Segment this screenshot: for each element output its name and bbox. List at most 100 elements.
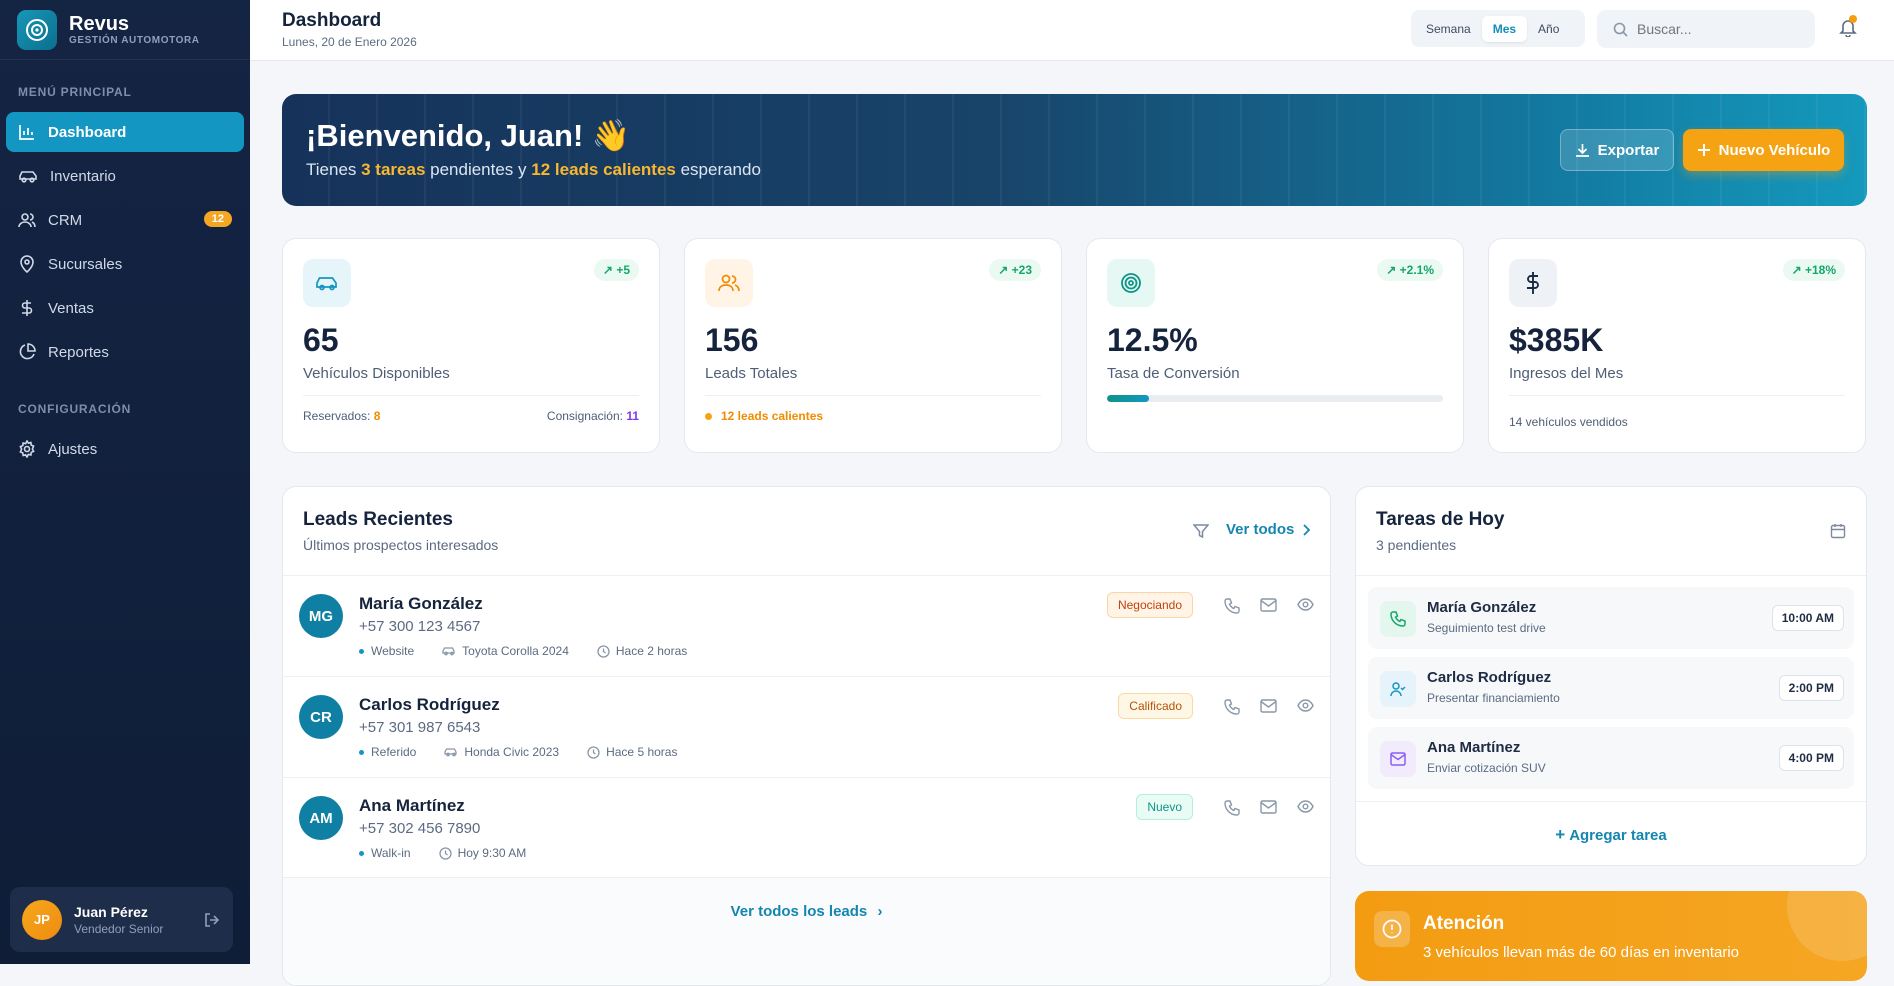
lead-row[interactable]: AM Ana Martínez +57 302 456 7890 Walk-in… xyxy=(283,777,1330,878)
sidebar-item-label: CRM xyxy=(48,211,83,229)
eye-icon[interactable] xyxy=(1297,598,1314,614)
add-task-button[interactable]: + Agregar tarea xyxy=(1555,825,1667,844)
plus-icon xyxy=(1697,143,1719,157)
lead-phone: +57 300 123 4567 xyxy=(359,618,481,635)
avatar: JP xyxy=(22,899,62,940)
inventory-alert[interactable]: Atención 3 vehículos llevan más de 60 dí… xyxy=(1355,891,1867,981)
clock-icon xyxy=(597,644,610,658)
sidebar: Revus GESTIÓN AUTOMOTORA MENÚ PRINCIPAL … xyxy=(0,0,250,964)
sidebar-item-label: Dashboard xyxy=(48,123,127,141)
stat-card-revenue[interactable]: ↗ +18% $385K Ingresos del Mes 14 vehícul… xyxy=(1488,238,1866,453)
sidebar-item-ventas[interactable]: Ventas xyxy=(6,288,244,328)
brand: Revus GESTIÓN AUTOMOTORA xyxy=(0,0,250,60)
lead-meta: Website Toyota Corolla 2024 Hace 2 horas xyxy=(359,644,715,658)
logo-icon[interactable] xyxy=(17,9,57,50)
todays-tasks-panel: Tareas de Hoy 3 pendientes María Gonzále… xyxy=(1355,486,1867,866)
call-icon[interactable] xyxy=(1224,598,1240,614)
task-time: 4:00 PM xyxy=(1778,745,1844,771)
sidebar-item-ajustes[interactable]: Ajustes xyxy=(6,429,244,469)
lead-name: Ana Martínez xyxy=(359,796,465,815)
stat-footer: 14 vehículos vendidos xyxy=(1509,415,1628,429)
period-week-button[interactable]: Semana xyxy=(1426,21,1471,36)
notifications-button[interactable] xyxy=(1839,15,1857,37)
filter-icon[interactable] xyxy=(1193,523,1209,539)
export-button[interactable]: Exportar xyxy=(1560,129,1674,171)
search-icon xyxy=(1613,22,1628,37)
dollar-icon xyxy=(18,299,48,317)
user-profile[interactable]: JP Juan Pérez Vendedor Senior xyxy=(10,887,233,952)
sidebar-item-crm[interactable]: CRM 12 xyxy=(6,200,244,240)
recent-leads-panel: Leads Recientes Últimos prospectos inter… xyxy=(282,486,1331,986)
task-time: 2:00 PM xyxy=(1778,675,1844,701)
progress-fill xyxy=(1107,395,1149,402)
lead-row[interactable]: MG María González +57 300 123 4567 Websi… xyxy=(283,575,1330,676)
crm-count-badge: 12 xyxy=(203,211,232,227)
map-pin-icon xyxy=(18,255,48,273)
lead-avatar: MG xyxy=(299,594,343,638)
stat-value: 65 xyxy=(303,322,339,358)
search-input[interactable] xyxy=(1637,21,1797,37)
trend-badge: ↗ +18% xyxy=(1782,259,1845,281)
leads-title: Leads Recientes xyxy=(303,509,453,530)
task-description: Enviar cotización SUV xyxy=(1427,761,1546,775)
stat-footer: 12 leads calientes xyxy=(705,409,1041,423)
eye-icon[interactable] xyxy=(1297,800,1314,816)
page-title: Dashboard xyxy=(282,10,382,31)
call-icon[interactable] xyxy=(1224,699,1240,715)
alert-circle-icon xyxy=(1374,911,1410,947)
new-vehicle-button[interactable]: Nuevo Vehículo xyxy=(1683,129,1844,171)
period-month-button[interactable]: Mes xyxy=(1481,15,1528,42)
sidebar-item-reportes[interactable]: Reportes xyxy=(6,332,244,372)
users-icon xyxy=(705,259,753,307)
lead-avatar: CR xyxy=(299,695,343,739)
users-icon xyxy=(18,211,48,229)
page-date: Lunes, 20 de Enero 2026 xyxy=(282,35,417,49)
sidebar-item-sucursales[interactable]: Sucursales xyxy=(6,244,244,284)
lead-meta: Referido Honda Civic 2023 Hace 5 horas xyxy=(359,745,705,759)
period-year-button[interactable]: Año xyxy=(1538,21,1560,36)
car-icon xyxy=(18,167,50,185)
brand-name: Revus xyxy=(69,13,130,35)
welcome-title: ¡Bienvenido, Juan! 👋 xyxy=(306,118,631,153)
sidebar-item-dashboard[interactable]: Dashboard xyxy=(6,112,244,152)
stat-card-conversion[interactable]: ↗ +2.1% 12.5% Tasa de Conversión xyxy=(1086,238,1464,453)
lead-phone: +57 302 456 7890 xyxy=(359,820,481,837)
user-role: Vendedor Senior xyxy=(74,921,164,936)
task-name: Ana Martínez xyxy=(1427,739,1521,756)
sidebar-item-inventario[interactable]: Inventario xyxy=(6,156,244,196)
view-all-leads-footer-link[interactable]: Ver todos los leads › xyxy=(730,903,883,920)
eye-icon[interactable] xyxy=(1297,699,1314,715)
task-item[interactable]: Ana Martínez Enviar cotización SUV 4:00 … xyxy=(1368,727,1854,789)
calendar-icon[interactable] xyxy=(1830,523,1846,539)
stat-label: Leads Totales xyxy=(705,365,798,382)
stat-card-leads[interactable]: ↗ +23 156 Leads Totales 12 leads calient… xyxy=(684,238,1062,453)
lead-row[interactable]: CR Carlos Rodríguez +57 301 987 6543 Ref… xyxy=(283,676,1330,777)
mail-icon[interactable] xyxy=(1260,800,1277,816)
mail-icon[interactable] xyxy=(1260,598,1277,614)
sidebar-item-label: Reportes xyxy=(48,343,109,361)
sidebar-item-label: Inventario xyxy=(50,167,116,185)
search-box xyxy=(1597,10,1815,48)
task-item[interactable]: Carlos Rodríguez Presentar financiamient… xyxy=(1368,657,1854,719)
car-icon xyxy=(442,645,456,657)
clock-icon xyxy=(587,745,600,759)
task-item[interactable]: María González Seguimiento test drive 10… xyxy=(1368,587,1854,649)
view-all-leads-link[interactable]: Ver todos xyxy=(1226,521,1311,538)
status-badge: Negociando xyxy=(1106,592,1193,618)
lead-phone: +57 301 987 6543 xyxy=(359,719,481,736)
welcome-subtitle: Tienes 3 tareas pendientes y 12 leads ca… xyxy=(306,160,761,179)
sidebar-item-label: Ventas xyxy=(48,299,94,317)
lead-name: María González xyxy=(359,594,483,613)
sidebar-item-label: Sucursales xyxy=(48,255,123,273)
trend-badge: ↗ +2.1% xyxy=(1377,259,1443,281)
clock-icon xyxy=(438,846,452,860)
call-icon[interactable] xyxy=(1224,800,1240,816)
export-label: Exportar xyxy=(1597,141,1660,159)
alert-text: 3 vehículos llevan más de 60 días en inv… xyxy=(1423,944,1740,961)
task-time: 10:00 AM xyxy=(1771,605,1844,631)
stat-card-vehicles[interactable]: ↗ +5 65 Vehículos Disponibles Reservados… xyxy=(282,238,660,453)
logout-icon[interactable] xyxy=(203,911,221,929)
phone-icon xyxy=(1380,601,1416,637)
stat-label: Tasa de Conversión xyxy=(1107,365,1240,382)
mail-icon[interactable] xyxy=(1260,699,1277,715)
